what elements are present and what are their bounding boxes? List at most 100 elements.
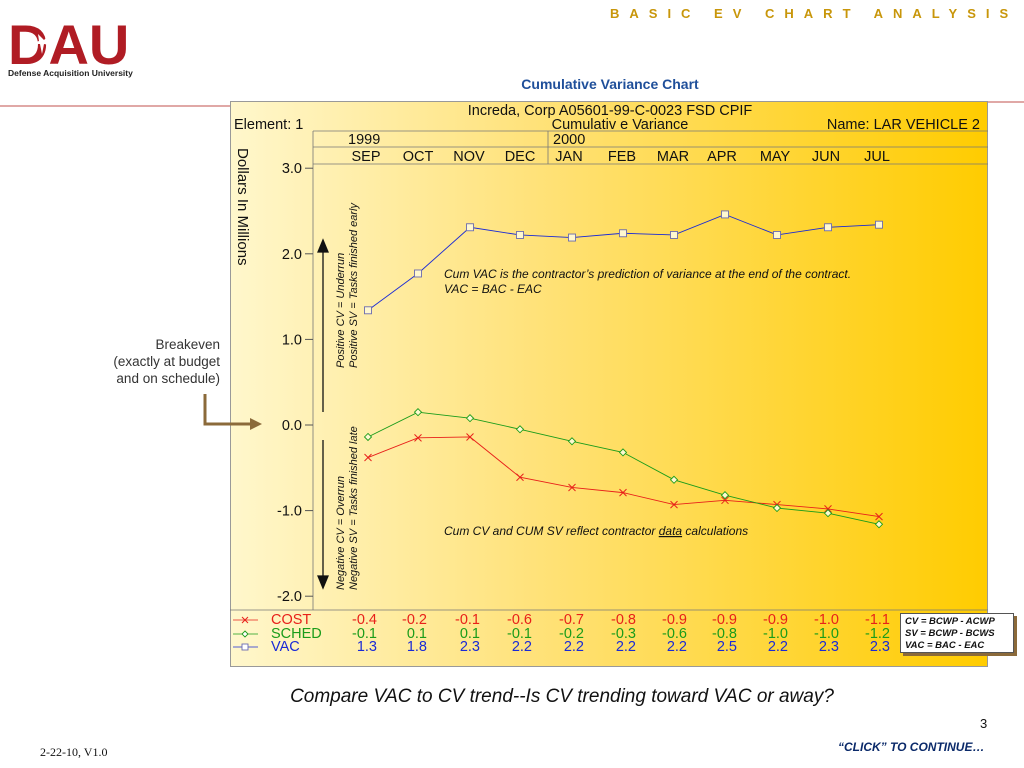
vac-point <box>875 220 883 229</box>
sched-point <box>567 437 577 446</box>
vac-point <box>466 223 474 232</box>
sched-point <box>669 475 679 484</box>
vac-value-label: 2.2 <box>564 639 584 655</box>
sched-series-line <box>367 411 880 525</box>
vac-point <box>619 229 627 238</box>
sched-value-label: -1.0 <box>814 626 839 642</box>
month-label-dec: DEC <box>505 149 536 165</box>
positive-sv-text: Positive SV = Tasks finished early <box>348 202 360 368</box>
vac-point <box>516 231 524 239</box>
negative-arrow-head <box>317 575 329 590</box>
cost-point <box>568 483 576 492</box>
chart-panel <box>230 101 988 667</box>
vac-note-line2: VAC = BAC - EAC <box>444 282 542 296</box>
vac-point <box>414 269 422 278</box>
y-tick-label: 0.0 <box>282 418 302 434</box>
sched-row-name: SCHED <box>271 626 322 642</box>
cv-note-data: data <box>659 524 683 538</box>
month-label-feb: FEB <box>608 149 636 165</box>
y-tick-label: -1.0 <box>277 504 302 520</box>
cost-legend-marker <box>241 616 249 624</box>
sched-point <box>515 425 525 434</box>
cost-value-label: -0.6 <box>507 612 532 628</box>
formula-legend-box: CV = BCWP - ACWP SV = BCWP - BCWS VAC = … <box>900 613 1014 653</box>
month-label-nov: NOV <box>453 149 485 165</box>
positive-cv-text: Positive CV = Underrun <box>335 253 347 368</box>
vac-point <box>364 306 372 315</box>
sched-value-label: -0.3 <box>611 626 636 642</box>
chart-subtitle: Cumulativ e Variance <box>552 117 689 133</box>
sched-point <box>720 491 730 500</box>
sched-value-label: -0.1 <box>352 626 377 642</box>
sched-point <box>465 414 475 423</box>
page-number: 3 <box>980 716 988 731</box>
year-2000: 2000 <box>553 132 585 148</box>
y-tick-label: 1.0 <box>282 332 302 348</box>
question-text: Compare VAC to CV trend--Is CV trending … <box>290 686 834 707</box>
vac-point <box>773 231 781 239</box>
negative-sv-text: Negative SV = Tasks finished late <box>348 426 360 590</box>
version-footer: 2-22-10, V1.0 <box>40 745 108 759</box>
vac-value-label: 2.2 <box>768 639 788 655</box>
vac-point <box>568 233 576 242</box>
vac-value-label: 2.3 <box>460 639 480 655</box>
y-tick-label: -2.0 <box>277 589 302 605</box>
vac-legend-marker <box>241 643 249 651</box>
cost-point <box>516 473 524 482</box>
cost-point <box>619 488 627 497</box>
breakeven-arrow-head <box>250 418 262 430</box>
y-tick-label: 2.0 <box>282 247 302 263</box>
sched-value-label: 0.1 <box>460 626 480 642</box>
cost-value-label: -0.7 <box>559 612 584 628</box>
y-tick-label: 3.0 <box>282 161 302 177</box>
chart-header-line1: Increda, Corp A05601-99-C-0023 FSD CPIF <box>468 103 753 119</box>
sched-value-label: -1.2 <box>865 626 890 642</box>
vac-value-label: 2.2 <box>512 639 532 655</box>
y-axis-label: Dollars In Millions <box>234 148 251 266</box>
cost-value-label: -0.1 <box>455 612 480 628</box>
cost-point <box>414 433 422 442</box>
chart-name: Name: LAR VEHICLE 2 <box>827 117 980 133</box>
month-label-mar: MAR <box>657 149 689 165</box>
vac-value-label: 2.3 <box>819 639 839 655</box>
cost-point <box>466 433 474 441</box>
sched-value-label: -0.2 <box>559 626 584 642</box>
logo-text: DAU <box>8 13 129 76</box>
sched-point <box>772 503 782 513</box>
vac-value-label: 2.2 <box>667 639 687 655</box>
vac-note-line1: Cum VAC is the contractor’s prediction o… <box>444 267 851 281</box>
cv-note-c: calculations <box>682 524 748 538</box>
month-label-jul: JUL <box>864 149 890 165</box>
click-to-continue[interactable]: “CLICK” TO CONTINUE… <box>838 740 985 754</box>
sched-value-label: -0.8 <box>712 626 737 642</box>
title-underline <box>0 101 1024 107</box>
dau-logo: DAU <box>8 13 129 76</box>
logo-subtitle: Defense Acquisition University <box>8 68 133 78</box>
sched-value-label: -1.0 <box>763 626 788 642</box>
cost-value-label: -0.9 <box>712 612 737 628</box>
sched-value-label: 0.1 <box>407 626 427 642</box>
cost-value-label: -1.0 <box>814 612 839 628</box>
formula-sv: SV = BCWP - BCWS <box>905 628 995 639</box>
month-label-jun: JUN <box>812 149 840 165</box>
vac-value-label: 2.3 <box>870 639 890 655</box>
vac-row-name: VAC <box>271 639 300 655</box>
cost-value-label: -1.1 <box>865 612 890 628</box>
sched-point <box>363 432 373 442</box>
vac-point <box>670 231 678 239</box>
sched-point <box>413 408 423 417</box>
breakeven-arrow <box>203 394 252 426</box>
breakeven-line1: Breakeven <box>155 337 220 352</box>
sched-point <box>874 520 884 529</box>
breakeven-label: Breakeven (exactly at budget and on sche… <box>80 336 220 387</box>
cost-point <box>721 496 729 505</box>
sched-point <box>618 448 628 457</box>
header-title: BASIC EV CHART ANALYSIS <box>610 6 1019 21</box>
vac-value-label: 2.5 <box>717 639 737 655</box>
breakeven-line3: and on schedule) <box>116 371 220 386</box>
vac-point <box>721 210 729 219</box>
month-label-jan: JAN <box>555 149 582 165</box>
breakeven-line2: (exactly at budget <box>113 354 220 369</box>
cost-point <box>875 512 883 521</box>
cost-value-label: -0.8 <box>611 612 636 628</box>
